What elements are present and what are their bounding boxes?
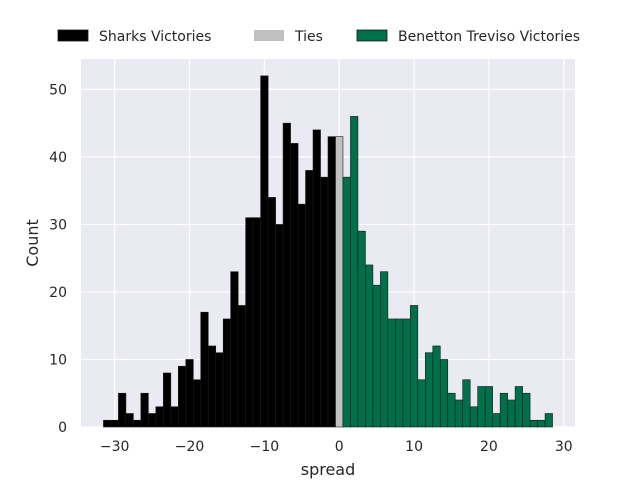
histogram-bar [237,305,246,428]
histogram-bar [514,386,523,428]
histogram-bar [312,129,321,428]
y-tick-label: 50 [49,82,67,98]
histogram-bar [252,217,261,428]
histogram-bar [170,406,179,428]
histogram-bar [380,271,389,428]
histogram-bar [110,419,119,428]
legend-swatch [57,29,89,42]
x-tick-label: 20 [480,439,498,455]
x-tick-label: −10 [250,439,280,455]
histogram-bar [222,318,231,428]
histogram-bar [297,203,306,428]
y-tick-label: 20 [49,285,67,301]
histogram-bar [207,345,217,428]
histogram-bar [484,386,493,428]
histogram-bar [282,122,291,428]
histogram-bar [192,379,202,428]
y-tick-label: 30 [49,217,67,233]
x-axis-ticks: −30 −20 −10 0 10 20 30 [100,439,573,455]
histogram-bar [290,143,299,428]
y-tick-label: 0 [58,420,67,436]
histogram-bar [537,419,546,428]
y-axis-label: Count [23,219,42,267]
x-tick-label: −30 [100,439,130,455]
legend-swatch [356,29,388,42]
histogram-bar [335,136,344,428]
histogram-bar [320,176,329,428]
histogram-bar [327,136,336,428]
histogram-bar [387,318,396,428]
legend-label: Sharks Victories [99,29,211,45]
histogram-bar [372,284,381,428]
histogram-bar [477,386,486,428]
histogram-bar [155,406,164,428]
histogram-bar [544,413,553,428]
legend-swatch [254,30,284,41]
y-tick-label: 10 [49,352,67,368]
histogram-bar [350,116,359,428]
x-tick-label: −20 [175,439,205,455]
legend: Sharks Victories Ties Benetton Treviso Vic… [57,29,580,45]
histogram-bar [462,379,471,428]
y-tick-label: 40 [49,150,67,166]
histogram-bar [163,372,172,428]
histogram-bar [507,399,516,428]
histogram-bar [103,419,112,428]
histogram-bar [305,170,314,428]
y-axis-ticks: 0 10 20 30 40 50 [49,82,67,436]
histogram-bar [178,365,187,428]
x-axis-label: spread [301,460,356,479]
histogram-bar [447,392,456,428]
histogram-bar [454,399,464,428]
legend-label: Benetton Treviso Victories [398,29,580,45]
x-tick-label: 0 [335,439,344,455]
bars [103,75,553,428]
histogram-bar [260,75,269,428]
histogram-bar [432,345,441,428]
histogram-bar [469,406,478,428]
x-tick-label: 10 [405,439,423,455]
histogram-bar [439,359,449,428]
histogram-bar [365,264,374,428]
histogram-bar [118,392,127,428]
legend-label: Ties [294,29,323,45]
histogram-bar [215,352,224,428]
histogram-bar [357,230,366,428]
histogram-bar [245,217,254,428]
histogram-bar [492,413,501,428]
histogram-bar [185,359,194,428]
histogram-bar [133,419,142,428]
histogram-bar [395,318,404,428]
histogram-bar [267,197,276,428]
histogram-bar [522,392,531,428]
x-tick-label: 30 [555,439,573,455]
histogram-bar [402,318,411,428]
histogram-bar [148,413,157,428]
histogram-bar [140,392,149,428]
histogram-bar [529,419,538,428]
histogram-bar [275,224,284,428]
histogram-bar [410,305,419,428]
histogram-bar [342,176,351,428]
histogram-bar [125,413,134,428]
histogram-bar [425,352,434,428]
histogram-bar [499,392,508,428]
histogram-bar [417,379,426,428]
histogram-bar [230,271,239,428]
histogram-bar [200,311,209,428]
